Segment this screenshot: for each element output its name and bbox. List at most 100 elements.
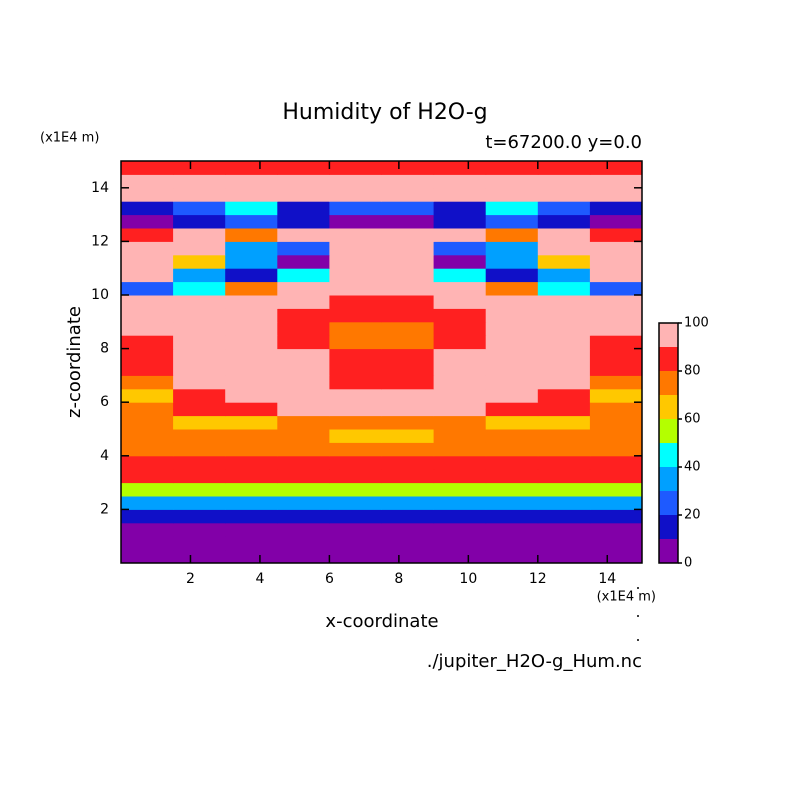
contour-cell — [173, 321, 226, 336]
contour-cell — [433, 522, 487, 537]
contour-cell — [277, 388, 330, 403]
contour-cell — [173, 281, 226, 296]
contour-cell — [433, 455, 487, 470]
contour-cell — [277, 295, 330, 309]
contour-cell — [329, 442, 382, 457]
contour-cell — [381, 335, 435, 350]
contour-cell — [485, 268, 539, 283]
contour-cell — [225, 415, 278, 430]
contour-cell — [173, 442, 226, 457]
contour-cell — [225, 174, 278, 189]
contour-cell — [485, 228, 539, 242]
contour-cell — [381, 482, 435, 497]
contour-cell — [121, 187, 174, 202]
x-tick-label: 4 — [255, 571, 264, 587]
contour-cell — [277, 442, 330, 457]
contour-cell — [537, 268, 591, 283]
contour-cell — [433, 228, 487, 242]
y-tick-label: 10 — [91, 287, 109, 303]
contour-cell — [485, 522, 539, 537]
contour-cell — [329, 482, 382, 497]
contour-cell — [225, 335, 278, 350]
contour-cell — [381, 174, 435, 189]
contour-cell — [225, 362, 278, 376]
contour-cell — [537, 174, 591, 189]
contour-cell — [329, 335, 382, 350]
contour-cell — [225, 388, 278, 403]
contour-cell — [589, 308, 643, 323]
contour-cell — [173, 228, 226, 242]
contour-cell — [121, 362, 174, 376]
x-tick-label: 14 — [598, 571, 616, 587]
contour-cell — [225, 402, 278, 417]
contour-cell — [433, 268, 487, 283]
contour-cell — [381, 321, 435, 336]
contour-cell — [485, 161, 539, 175]
colorbar-tick-label: 20 — [684, 508, 701, 523]
contour-cell — [381, 469, 435, 484]
contour-cell — [485, 455, 539, 470]
contour-cell — [433, 469, 487, 484]
dot — [637, 639, 639, 641]
contour-cell — [485, 482, 539, 497]
contour-cell — [485, 201, 539, 216]
contour-cell — [173, 455, 226, 470]
x-tick-label: 10 — [459, 571, 477, 587]
contour-cell — [225, 241, 278, 256]
contour-cell — [121, 469, 174, 484]
contour-cell — [277, 429, 330, 443]
contour-cell — [485, 415, 539, 430]
contour-cell — [121, 281, 174, 296]
contour-cell — [381, 161, 435, 175]
contour-cell — [433, 254, 487, 269]
y-axis-label: z-coordinate — [64, 306, 85, 418]
contour-cell — [537, 469, 591, 484]
contour-cell — [329, 509, 382, 524]
colorbar-swatch — [659, 467, 678, 491]
contour-cell — [225, 442, 278, 457]
contour-cell — [485, 295, 539, 309]
contour-cell — [225, 549, 278, 564]
contour-cell — [433, 295, 487, 309]
contour-cell — [485, 241, 539, 256]
contour-cell — [589, 496, 643, 510]
contour-cell — [277, 308, 330, 323]
contour-cell — [381, 228, 435, 242]
contour-cell — [589, 536, 643, 551]
contour-cell — [329, 254, 382, 269]
contour-cell — [173, 402, 226, 417]
contour-cell — [433, 482, 487, 497]
contour-cell — [121, 308, 174, 323]
contour-cell — [173, 536, 226, 551]
contour-cell — [537, 536, 591, 551]
contour-cell — [589, 214, 643, 229]
contour-cell — [485, 335, 539, 350]
contour-cell — [589, 429, 643, 443]
contour-cell — [589, 482, 643, 497]
contour-cell — [537, 442, 591, 457]
contour-cell — [537, 348, 591, 363]
chart-subtitle: t=67200.0 y=0.0 — [485, 132, 642, 153]
contour-cell — [173, 429, 226, 443]
contour-cell — [173, 201, 226, 216]
contour-cell — [225, 429, 278, 443]
colorbar-swatch — [659, 443, 678, 467]
contour-cell — [173, 482, 226, 497]
contour-cell — [225, 321, 278, 336]
x-tick-label: 8 — [394, 571, 403, 587]
contour-cell — [433, 281, 487, 296]
contour-cell — [589, 549, 643, 564]
contour-cell — [381, 509, 435, 524]
contour-cell — [433, 214, 487, 229]
contour-cell — [329, 362, 382, 376]
contour-cell — [485, 509, 539, 524]
contour-cell — [225, 455, 278, 470]
plot-frame — [120, 160, 643, 564]
contour-cell — [121, 161, 174, 175]
contour-cell — [537, 522, 591, 537]
contour-cell — [433, 335, 487, 350]
contour-cell — [329, 308, 382, 323]
contour-cell — [121, 335, 174, 350]
colorbar-tick-label: 60 — [684, 412, 701, 427]
